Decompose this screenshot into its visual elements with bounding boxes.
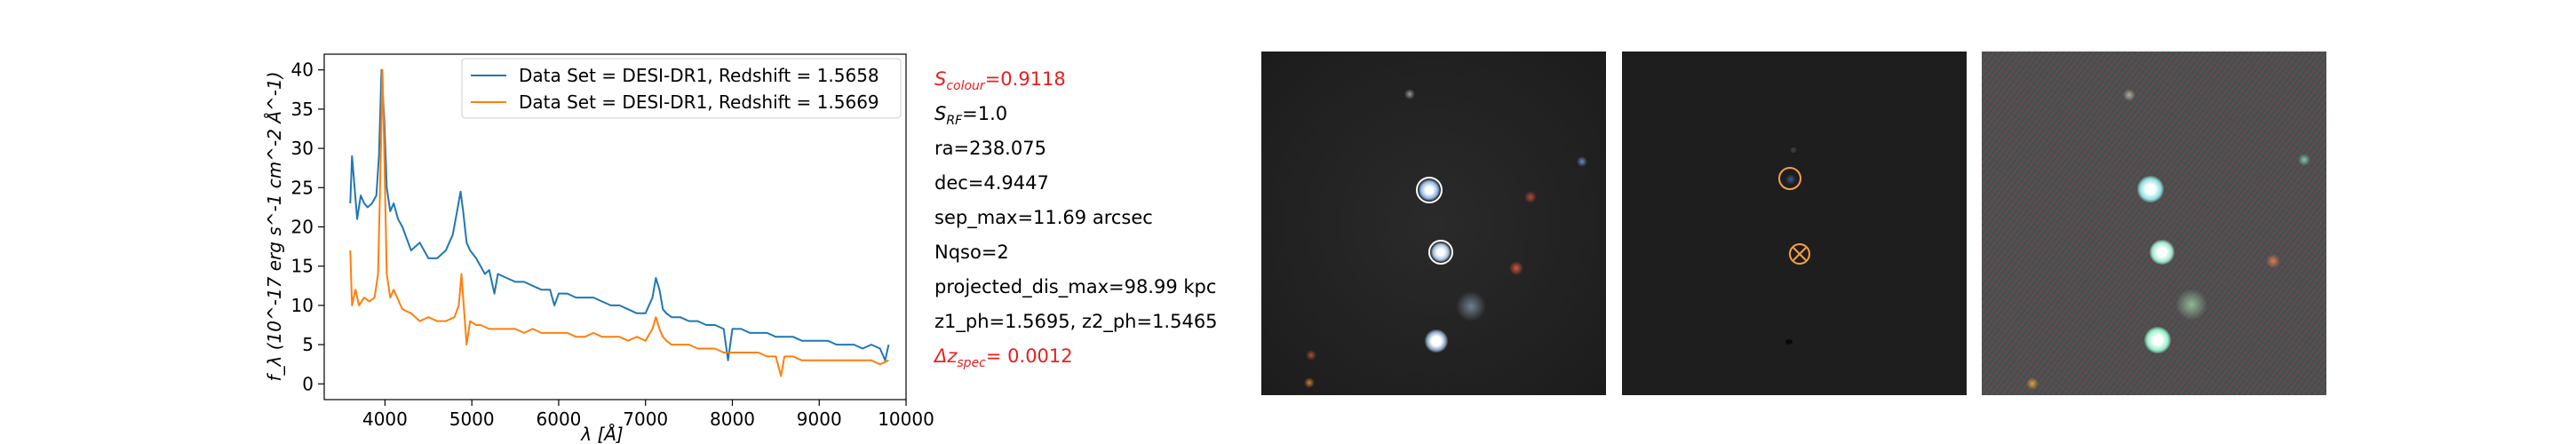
quasar-2-marker-icon (1428, 240, 1453, 265)
series-group (349, 68, 890, 377)
source-blob (1306, 350, 1316, 361)
sep-max-line: sep_max=11.69 arcsec (934, 207, 1153, 228)
x-tick-label: 4000 (362, 408, 408, 430)
delta-z-spec-line: Δzspec= 0.0012 (934, 345, 1073, 370)
image-cutout-residual (1622, 52, 1967, 395)
x-tick-label: 5000 (449, 408, 495, 430)
y-tick-label: 35 (291, 99, 314, 120)
y-tick-label: 5 (302, 334, 314, 355)
s-colour-line: Scolour=0.9118 (934, 68, 1066, 93)
s-colour-value: =0.9118 (984, 68, 1066, 90)
info-panel: Scolour=0.9118 SRF=1.0 ra=238.075 dec=4.… (934, 62, 1228, 374)
y-tick-label: 0 (302, 373, 314, 394)
source-blob (1425, 329, 1448, 353)
dec-line: dec=4.9447 (934, 172, 1049, 194)
y-tick-label: 25 (291, 177, 314, 198)
x-tick-label: 7000 (623, 408, 668, 430)
series-line-1 (349, 68, 890, 361)
x-tick-label: 9000 (797, 408, 842, 430)
y-tick-label: 15 (291, 256, 314, 277)
source-blob (2137, 176, 2164, 202)
y-tick-label: 30 (291, 138, 314, 159)
y-axis-label: f_λ (10^-17 erg s^-1 cm^-2 Å^-1) (264, 71, 285, 381)
quasar-2-cross-marker-icon (1789, 243, 1810, 265)
legend: Data Set = DESI-DR1, Redshift = 1.5658 D… (461, 58, 902, 119)
source-blob (1404, 89, 1415, 99)
source-blob (2123, 89, 2135, 101)
source-blob (2026, 377, 2039, 390)
source-blob (2175, 289, 2207, 321)
x-axis-label: λ [Å] (580, 424, 623, 444)
x-tick-label: 10000 (878, 408, 934, 430)
projected-dis-max-line: projected_dis_max=98.99 kpc (934, 276, 1217, 297)
delta-z-spec-value: = 0.0012 (985, 345, 1073, 367)
source-blob (2266, 254, 2280, 268)
source-blob (2144, 327, 2171, 353)
nqso-line: Nqso=2 (934, 242, 1009, 263)
y-tick-label: 10 (291, 295, 314, 316)
source-blob (1304, 377, 1315, 388)
legend-box (461, 58, 902, 119)
image-cutout-enhanced (1982, 52, 2326, 395)
source-blob (2298, 154, 2310, 166)
s-rf-line: SRF=1.0 (934, 103, 1008, 128)
ra-line: ra=238.075 (934, 138, 1046, 159)
z-ph-line: z1_ph=1.5695, z2_ph=1.5465 (934, 311, 1218, 332)
quasar-1-marker-icon (1416, 177, 1443, 203)
source-blob (1791, 147, 1796, 153)
y-tick-label: 20 (291, 217, 314, 238)
source-blob (1509, 261, 1523, 275)
quasar-1-marker-icon (1778, 167, 1801, 190)
source-blob (1577, 156, 1587, 167)
source-blob (1524, 191, 1537, 203)
legend-label-2: Data Set = DESI-DR1, Redshift = 1.5669 (519, 91, 879, 113)
source-blob (1785, 339, 1793, 345)
y-tick-label: 40 (291, 59, 314, 81)
source-blob (2150, 240, 2174, 265)
s-rf-value: =1.0 (962, 103, 1008, 124)
legend-label-1: Data Set = DESI-DR1, Redshift = 1.5658 (519, 65, 879, 86)
source-blob (1456, 291, 1486, 321)
image-cutout-color (1261, 52, 1606, 395)
x-tick-label: 6000 (537, 408, 582, 430)
x-tick-label: 8000 (710, 408, 755, 430)
cross-icon (1793, 247, 1807, 261)
ticks-group: 4000 5000 6000 7000 8000 9000 10000 0 5 10 15 20 25 3… (291, 59, 934, 430)
series-line-2 (349, 68, 889, 377)
